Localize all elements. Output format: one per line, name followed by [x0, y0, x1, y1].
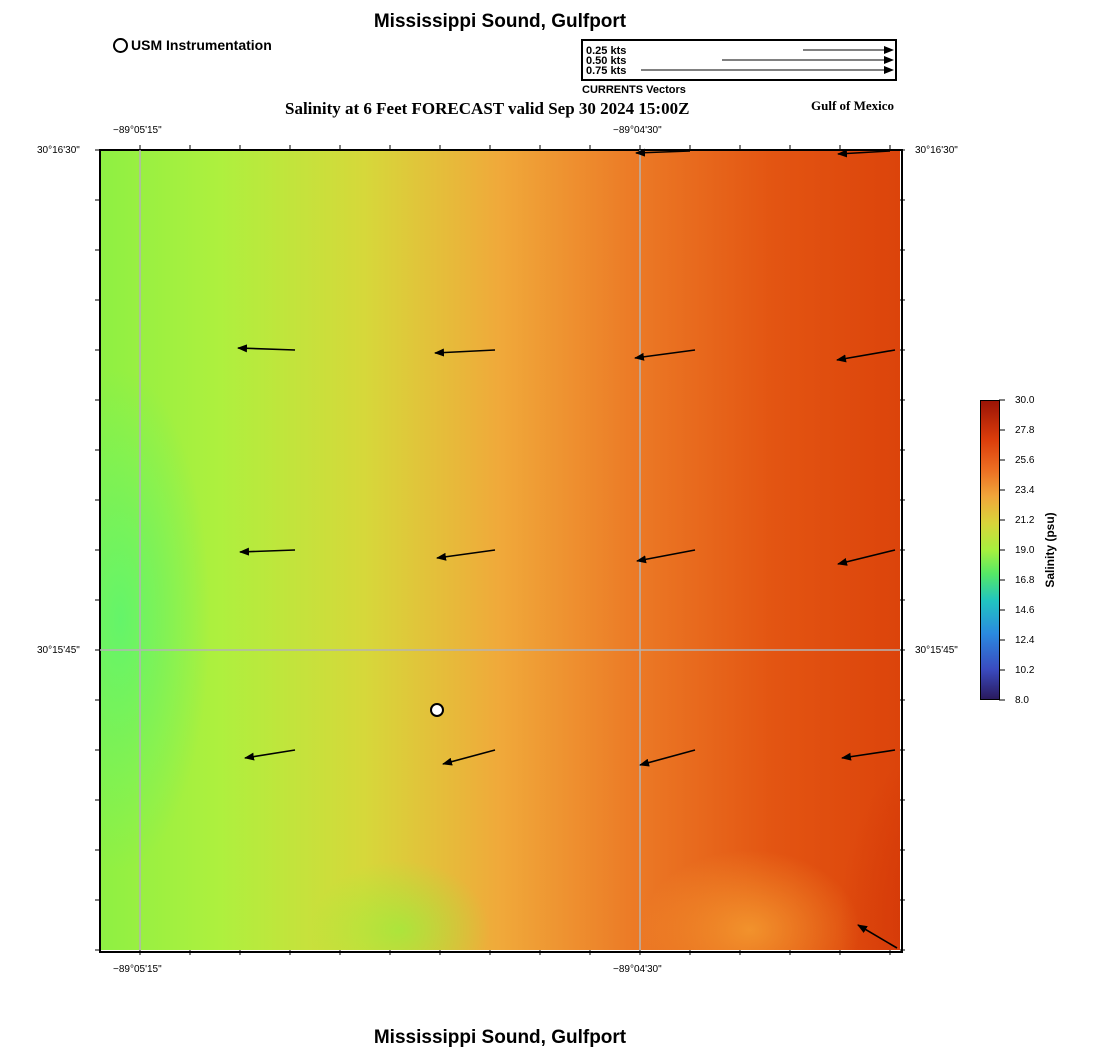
current-vector — [434, 348, 496, 357]
lon-label-top-1: −89°05'15" — [113, 125, 162, 136]
station-marker-icon — [113, 37, 128, 53]
colorbar-tick: 12.4 — [1015, 635, 1035, 646]
colorbar-tick: 19.0 — [1015, 545, 1035, 556]
salinity-field[interactable] — [100, 150, 900, 950]
current-vector — [239, 547, 296, 556]
current-vector — [837, 149, 891, 158]
current-vector — [244, 749, 296, 761]
colorbar-tick: 8.0 — [1015, 695, 1029, 706]
lat-label-left-1: 30°16'30" — [37, 145, 80, 156]
vector-legend-arrows — [641, 46, 894, 74]
vector-legend-050: 0.50 kts — [586, 55, 627, 67]
graticule — [100, 150, 900, 950]
colorbar-tick: 21.2 — [1015, 515, 1035, 526]
current-vector — [634, 349, 696, 361]
lat-label-left-2: 30°15'45" — [37, 645, 80, 656]
colorbar-tick: 30.0 — [1015, 395, 1035, 406]
lat-label-right-1: 30°16'30" — [915, 145, 958, 156]
current-vectors — [237, 148, 898, 949]
colorbar-title: Salinity (psu) — [1043, 512, 1057, 588]
current-vector — [237, 344, 296, 353]
map-subtitle: Salinity at 6 Feet FORECAST valid Sep 30… — [285, 99, 690, 118]
colorbar-tick: 16.8 — [1015, 575, 1035, 586]
station-legend-label: USM Instrumentation — [131, 37, 272, 53]
current-vector — [841, 749, 896, 761]
colorbar-tick: 10.2 — [1015, 665, 1035, 676]
current-vector — [635, 148, 691, 157]
current-vector — [857, 924, 898, 949]
current-vector — [442, 749, 496, 766]
usm-station-marker[interactable] — [430, 703, 444, 717]
current-vector — [837, 549, 896, 566]
vector-legend-caption: CURRENTS Vectors — [582, 84, 686, 96]
lon-label-bottom-2: −89°04'30" — [613, 964, 662, 975]
salinity-colorbar — [980, 400, 1000, 700]
colorbar-tick: 14.6 — [1015, 605, 1035, 616]
lon-label-bottom-1: −89°05'15" — [113, 964, 162, 975]
current-vector — [636, 549, 696, 564]
lat-label-right-2: 30°15'45" — [915, 645, 958, 656]
current-vector — [639, 749, 696, 767]
region-label: Gulf of Mexico — [811, 98, 895, 113]
vector-legend-075: 0.75 kts — [586, 65, 627, 77]
colorbar-tick: 27.8 — [1015, 425, 1035, 436]
bottom-title: Mississippi Sound, Gulfport — [373, 1027, 627, 1048]
colorbar-tick: 25.6 — [1015, 455, 1035, 466]
colorbar-tick: 23.4 — [1015, 485, 1035, 496]
current-vector — [436, 549, 496, 561]
map-title: Mississippi Sound, Gulfport — [373, 11, 627, 32]
frame-ticks — [95, 145, 1005, 955]
vector-legend-025: 0.25 kts — [586, 45, 627, 57]
station-legend: USM Instrumentation — [113, 37, 272, 53]
lon-label-top-2: −89°04'30" — [613, 125, 662, 136]
current-vector — [836, 349, 896, 363]
